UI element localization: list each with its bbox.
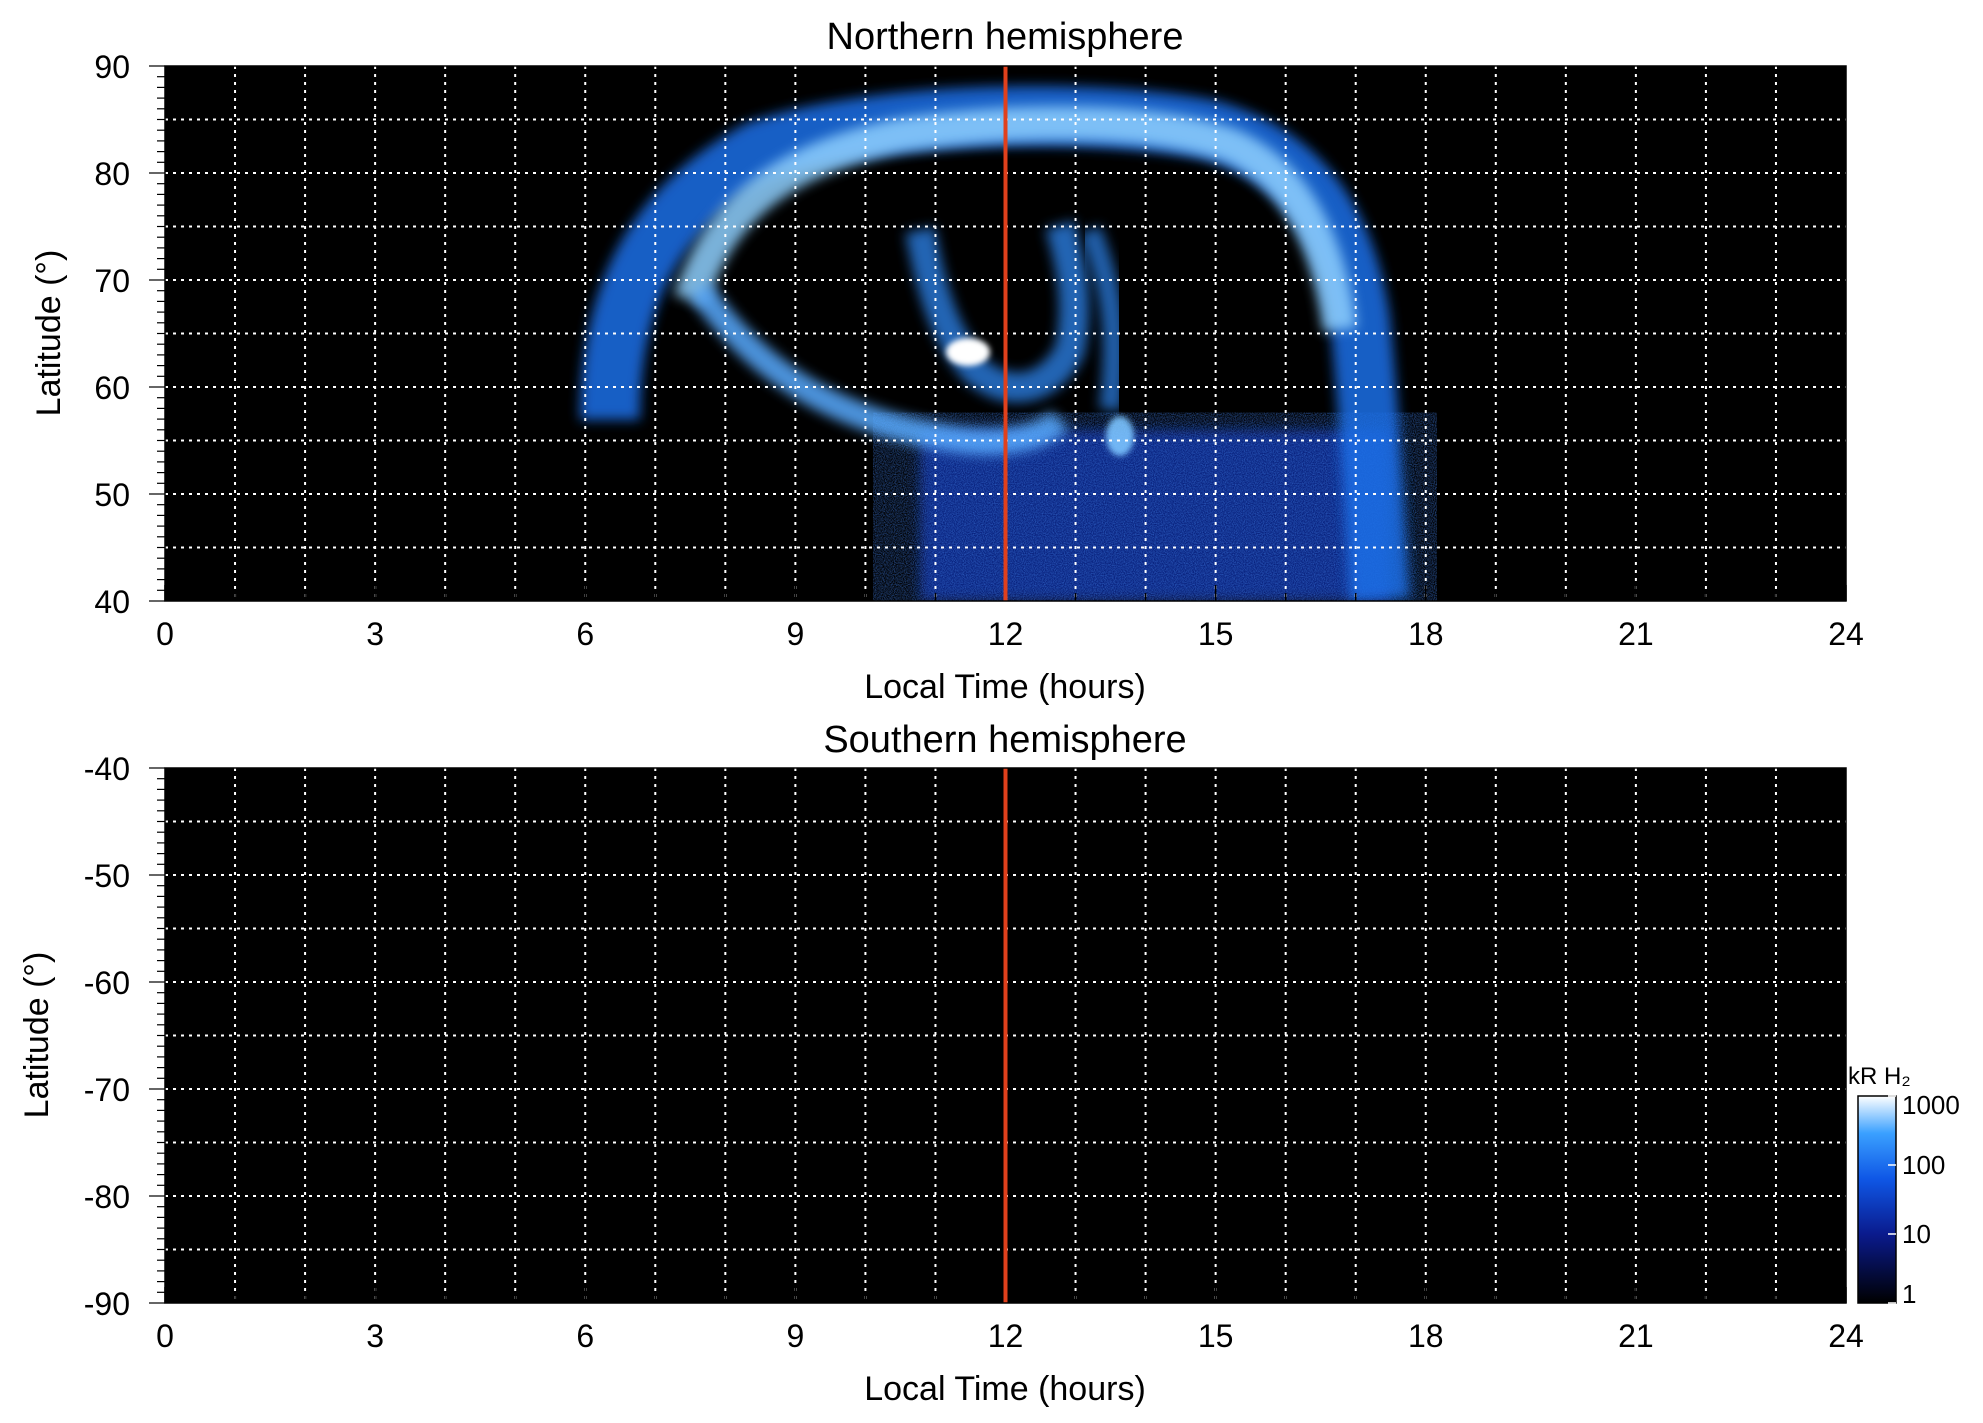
y-tick-label: -80 bbox=[84, 1179, 130, 1215]
colorbar-tick-label: 1000 bbox=[1902, 1090, 1960, 1120]
x-tick-label: 6 bbox=[576, 1318, 594, 1354]
y-tick-label: 60 bbox=[94, 370, 130, 406]
north-dawn-arc bbox=[689, 282, 1070, 455]
x-tick-label: 9 bbox=[786, 616, 804, 652]
x-tick-label: 0 bbox=[156, 1318, 174, 1354]
x-tick-label: 24 bbox=[1828, 616, 1864, 652]
north-bright-spot bbox=[946, 338, 990, 366]
panel-south: Southern hemisphere 0 3 6 9 12 15 18 21 24 -40 -5… bbox=[18, 719, 1864, 1408]
x-tick-label: 12 bbox=[988, 616, 1024, 652]
x-tick-label: 15 bbox=[1198, 1318, 1234, 1354]
panel-south-xlabel: Local Time (hours) bbox=[864, 1370, 1146, 1408]
x-tick-label: 3 bbox=[366, 616, 384, 652]
x-tick-label: 24 bbox=[1828, 1318, 1864, 1354]
panel-south-frame bbox=[164, 767, 1847, 1304]
x-tick-label: 18 bbox=[1408, 616, 1444, 652]
north-secondary-spot bbox=[1106, 416, 1134, 456]
x-tick-label: 18 bbox=[1408, 1318, 1444, 1354]
panel-south-yticklabels: -40 -50 -60 -70 -80 -90 bbox=[84, 751, 130, 1322]
panel-north-xticklabels: 0 3 6 9 12 15 18 21 24 bbox=[156, 616, 1864, 652]
colorbar-scale bbox=[1857, 1095, 1897, 1304]
panel-north-frame bbox=[164, 65, 1847, 602]
colorbar-label: kR H₂ bbox=[1848, 1063, 1911, 1090]
y-tick-label: 90 bbox=[94, 49, 130, 85]
north-polar-strand bbox=[1079, 225, 1125, 412]
y-tick-label: 70 bbox=[94, 263, 130, 299]
colorbar-tick-label: 1 bbox=[1902, 1279, 1916, 1309]
x-tick-label: 3 bbox=[366, 1318, 384, 1354]
y-tick-label: 50 bbox=[94, 477, 130, 513]
panel-north-xlabel: Local Time (hours) bbox=[864, 668, 1146, 706]
x-tick-label: 21 bbox=[1618, 616, 1654, 652]
panel-north-title: Northern hemisphere bbox=[827, 16, 1184, 58]
x-tick-label: 6 bbox=[576, 616, 594, 652]
panel-south-ticks bbox=[149, 767, 1847, 1304]
panel-north-yticklabels: 40 50 60 70 80 90 bbox=[94, 49, 130, 620]
panel-south-xticklabels: 0 3 6 9 12 15 18 21 24 bbox=[156, 1318, 1864, 1354]
y-tick-label: -70 bbox=[84, 1072, 130, 1108]
north-main-oval-bright bbox=[673, 106, 1357, 333]
north-polar-gap bbox=[935, 170, 1110, 190]
colorbar: kR H₂ 1000 100 10 1 bbox=[1848, 1063, 1960, 1309]
x-tick-label: 15 bbox=[1198, 616, 1234, 652]
panel-south-ylabel: Latitude (°) bbox=[18, 952, 56, 1119]
x-tick-label: 12 bbox=[988, 1318, 1024, 1354]
y-tick-label: -40 bbox=[84, 751, 130, 787]
x-tick-label: 9 bbox=[786, 1318, 804, 1354]
x-tick-label: 21 bbox=[1618, 1318, 1654, 1354]
colorbar-ticks: 1000 100 10 1 bbox=[1888, 1090, 1960, 1309]
colorbar-tick-label: 100 bbox=[1902, 1150, 1945, 1180]
x-tick-label: 0 bbox=[156, 616, 174, 652]
y-tick-label: -90 bbox=[84, 1286, 130, 1322]
colorbar-tick-label: 10 bbox=[1902, 1219, 1931, 1249]
y-tick-label: -50 bbox=[84, 858, 130, 894]
y-tick-label: 80 bbox=[94, 156, 130, 192]
panel-north-ylabel: Latitude (°) bbox=[30, 250, 68, 417]
north-diffuse-noise bbox=[920, 430, 1390, 601]
panel-north: Northern hemisphere 0 3 6 9 12 15 18 21 24 40 50 6… bbox=[30, 16, 1864, 706]
y-tick-label: 40 bbox=[94, 584, 130, 620]
y-tick-label: -60 bbox=[84, 965, 130, 1001]
panel-south-title: Southern hemisphere bbox=[823, 719, 1186, 761]
